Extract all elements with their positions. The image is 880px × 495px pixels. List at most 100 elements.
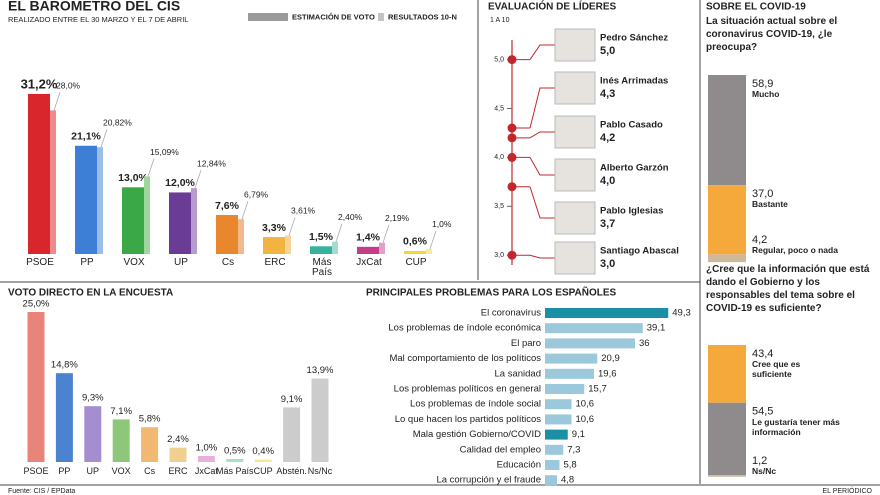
bar bbox=[238, 219, 244, 254]
leader-line bbox=[147, 158, 155, 177]
bar bbox=[169, 447, 187, 462]
value-label: 4,2 bbox=[752, 234, 767, 246]
category-label: Educación bbox=[497, 460, 541, 471]
value-label: 19,6 bbox=[598, 368, 617, 379]
y-tick-label: 4,0 bbox=[494, 154, 504, 161]
bar bbox=[197, 456, 215, 462]
connector bbox=[529, 254, 555, 259]
y-tick-label: 4,5 bbox=[494, 105, 504, 112]
leader-name: Pedro Sánchez bbox=[600, 33, 668, 44]
bar bbox=[545, 429, 568, 440]
value-label: 3,0 bbox=[600, 258, 615, 270]
x-tick-label: Más País bbox=[311, 257, 332, 278]
y-tick-label: 3,0 bbox=[494, 252, 504, 259]
x-tick-label: PSOE bbox=[23, 466, 49, 476]
leader-name: Inés Arrimadas bbox=[600, 76, 668, 87]
segment-label: Le gustaría tener más información bbox=[752, 416, 840, 437]
photo bbox=[554, 71, 596, 105]
value-label: 7,3 bbox=[567, 444, 580, 455]
bar bbox=[545, 460, 560, 470]
x-tick-label: JxCat bbox=[194, 466, 218, 476]
x-tick-label: UP bbox=[174, 257, 188, 268]
bar bbox=[144, 176, 150, 254]
publisher: EL PERIÓDICO bbox=[822, 486, 872, 495]
bar bbox=[310, 246, 332, 254]
value-label: 4,2 bbox=[600, 132, 615, 144]
dot bbox=[507, 55, 517, 65]
category-label: Mala gestión Gobierno/COVID bbox=[413, 429, 541, 440]
bar-segment bbox=[708, 185, 746, 255]
value-label: 7,1% bbox=[110, 406, 132, 417]
bar bbox=[545, 323, 643, 334]
bar bbox=[545, 384, 585, 394]
value-label: 1,5% bbox=[309, 231, 334, 243]
question: La situación actual sobre el coronavirus… bbox=[706, 16, 838, 53]
x-tick-label: CUP bbox=[253, 466, 273, 476]
segment-label: Bastante bbox=[752, 199, 788, 210]
bar bbox=[226, 459, 244, 462]
photo bbox=[554, 201, 596, 235]
value-label: 37,0 bbox=[752, 188, 773, 200]
value-label: 36 bbox=[639, 338, 650, 349]
value-label: 0,5% bbox=[224, 446, 246, 457]
category-label: Los problemas de índole económica bbox=[388, 323, 541, 334]
value-label: 5,8% bbox=[139, 414, 161, 425]
leader-name: Santiago Abascal bbox=[600, 246, 679, 257]
value-label: 1,0% bbox=[432, 219, 452, 229]
value-label: 13,9% bbox=[307, 365, 334, 376]
subtitle: REALIZADO ENTRE EL 30 MARZO Y EL 7 DE AB… bbox=[8, 15, 188, 24]
axis-label: 1 A 10 bbox=[490, 17, 510, 24]
bar bbox=[28, 93, 50, 254]
x-tick-label: VOX bbox=[111, 466, 131, 476]
connector bbox=[529, 44, 555, 60]
value-label: 21,1% bbox=[71, 131, 101, 143]
value-label: 2,40% bbox=[338, 212, 363, 222]
value-label: 31,2% bbox=[21, 76, 58, 91]
bar bbox=[404, 250, 426, 254]
value-label: 3,3% bbox=[262, 222, 287, 234]
bar bbox=[191, 188, 197, 254]
value-label: 15,7 bbox=[588, 384, 607, 395]
photo bbox=[554, 28, 596, 62]
bar bbox=[545, 338, 635, 349]
leader-line bbox=[288, 217, 296, 236]
value-label: 10,6 bbox=[576, 399, 595, 410]
connector bbox=[529, 87, 555, 129]
connector bbox=[529, 186, 555, 219]
bar bbox=[332, 241, 338, 254]
value-label: 49,3 bbox=[672, 308, 691, 319]
value-label: 54,5 bbox=[752, 406, 773, 418]
value-label: 5,8 bbox=[564, 460, 577, 471]
bar-segment bbox=[708, 345, 746, 403]
leader-line bbox=[53, 92, 61, 111]
x-tick-label: VOX bbox=[123, 257, 145, 268]
bar-segment bbox=[708, 475, 746, 477]
value-label: 1,0% bbox=[196, 443, 218, 454]
leader-line bbox=[194, 170, 202, 189]
segment-label: Regular, poco o nada bbox=[752, 245, 838, 256]
value-label: 12,0% bbox=[165, 177, 195, 189]
x-tick-label: Más País bbox=[216, 466, 254, 476]
value-label: 6,79% bbox=[244, 189, 269, 199]
photo bbox=[554, 115, 596, 149]
bar bbox=[112, 419, 130, 462]
chart-title: PRINCIPALES PROBLEMAS PARA LOS ESPAÑOLES bbox=[366, 286, 617, 299]
bar bbox=[141, 427, 159, 462]
bar bbox=[545, 353, 598, 364]
bar bbox=[27, 312, 45, 462]
leader-name: Pablo Casado bbox=[600, 120, 663, 131]
value-label: 13,0% bbox=[118, 172, 148, 184]
category-label: La corrupción y el fraude bbox=[436, 475, 541, 486]
bar-segment bbox=[708, 402, 746, 476]
x-tick-label: ERC bbox=[168, 466, 188, 476]
bar bbox=[122, 187, 144, 254]
legend-swatch bbox=[248, 13, 288, 21]
dot bbox=[507, 182, 517, 192]
x-tick-label: PP bbox=[80, 257, 94, 268]
chart-title: EVALUACIÓN DE LÍDERES bbox=[488, 0, 616, 13]
leader-line bbox=[100, 129, 108, 148]
value-label: 28,0% bbox=[56, 81, 81, 91]
x-tick-label: CUP bbox=[405, 257, 427, 268]
x-tick-label: UP bbox=[86, 466, 100, 476]
